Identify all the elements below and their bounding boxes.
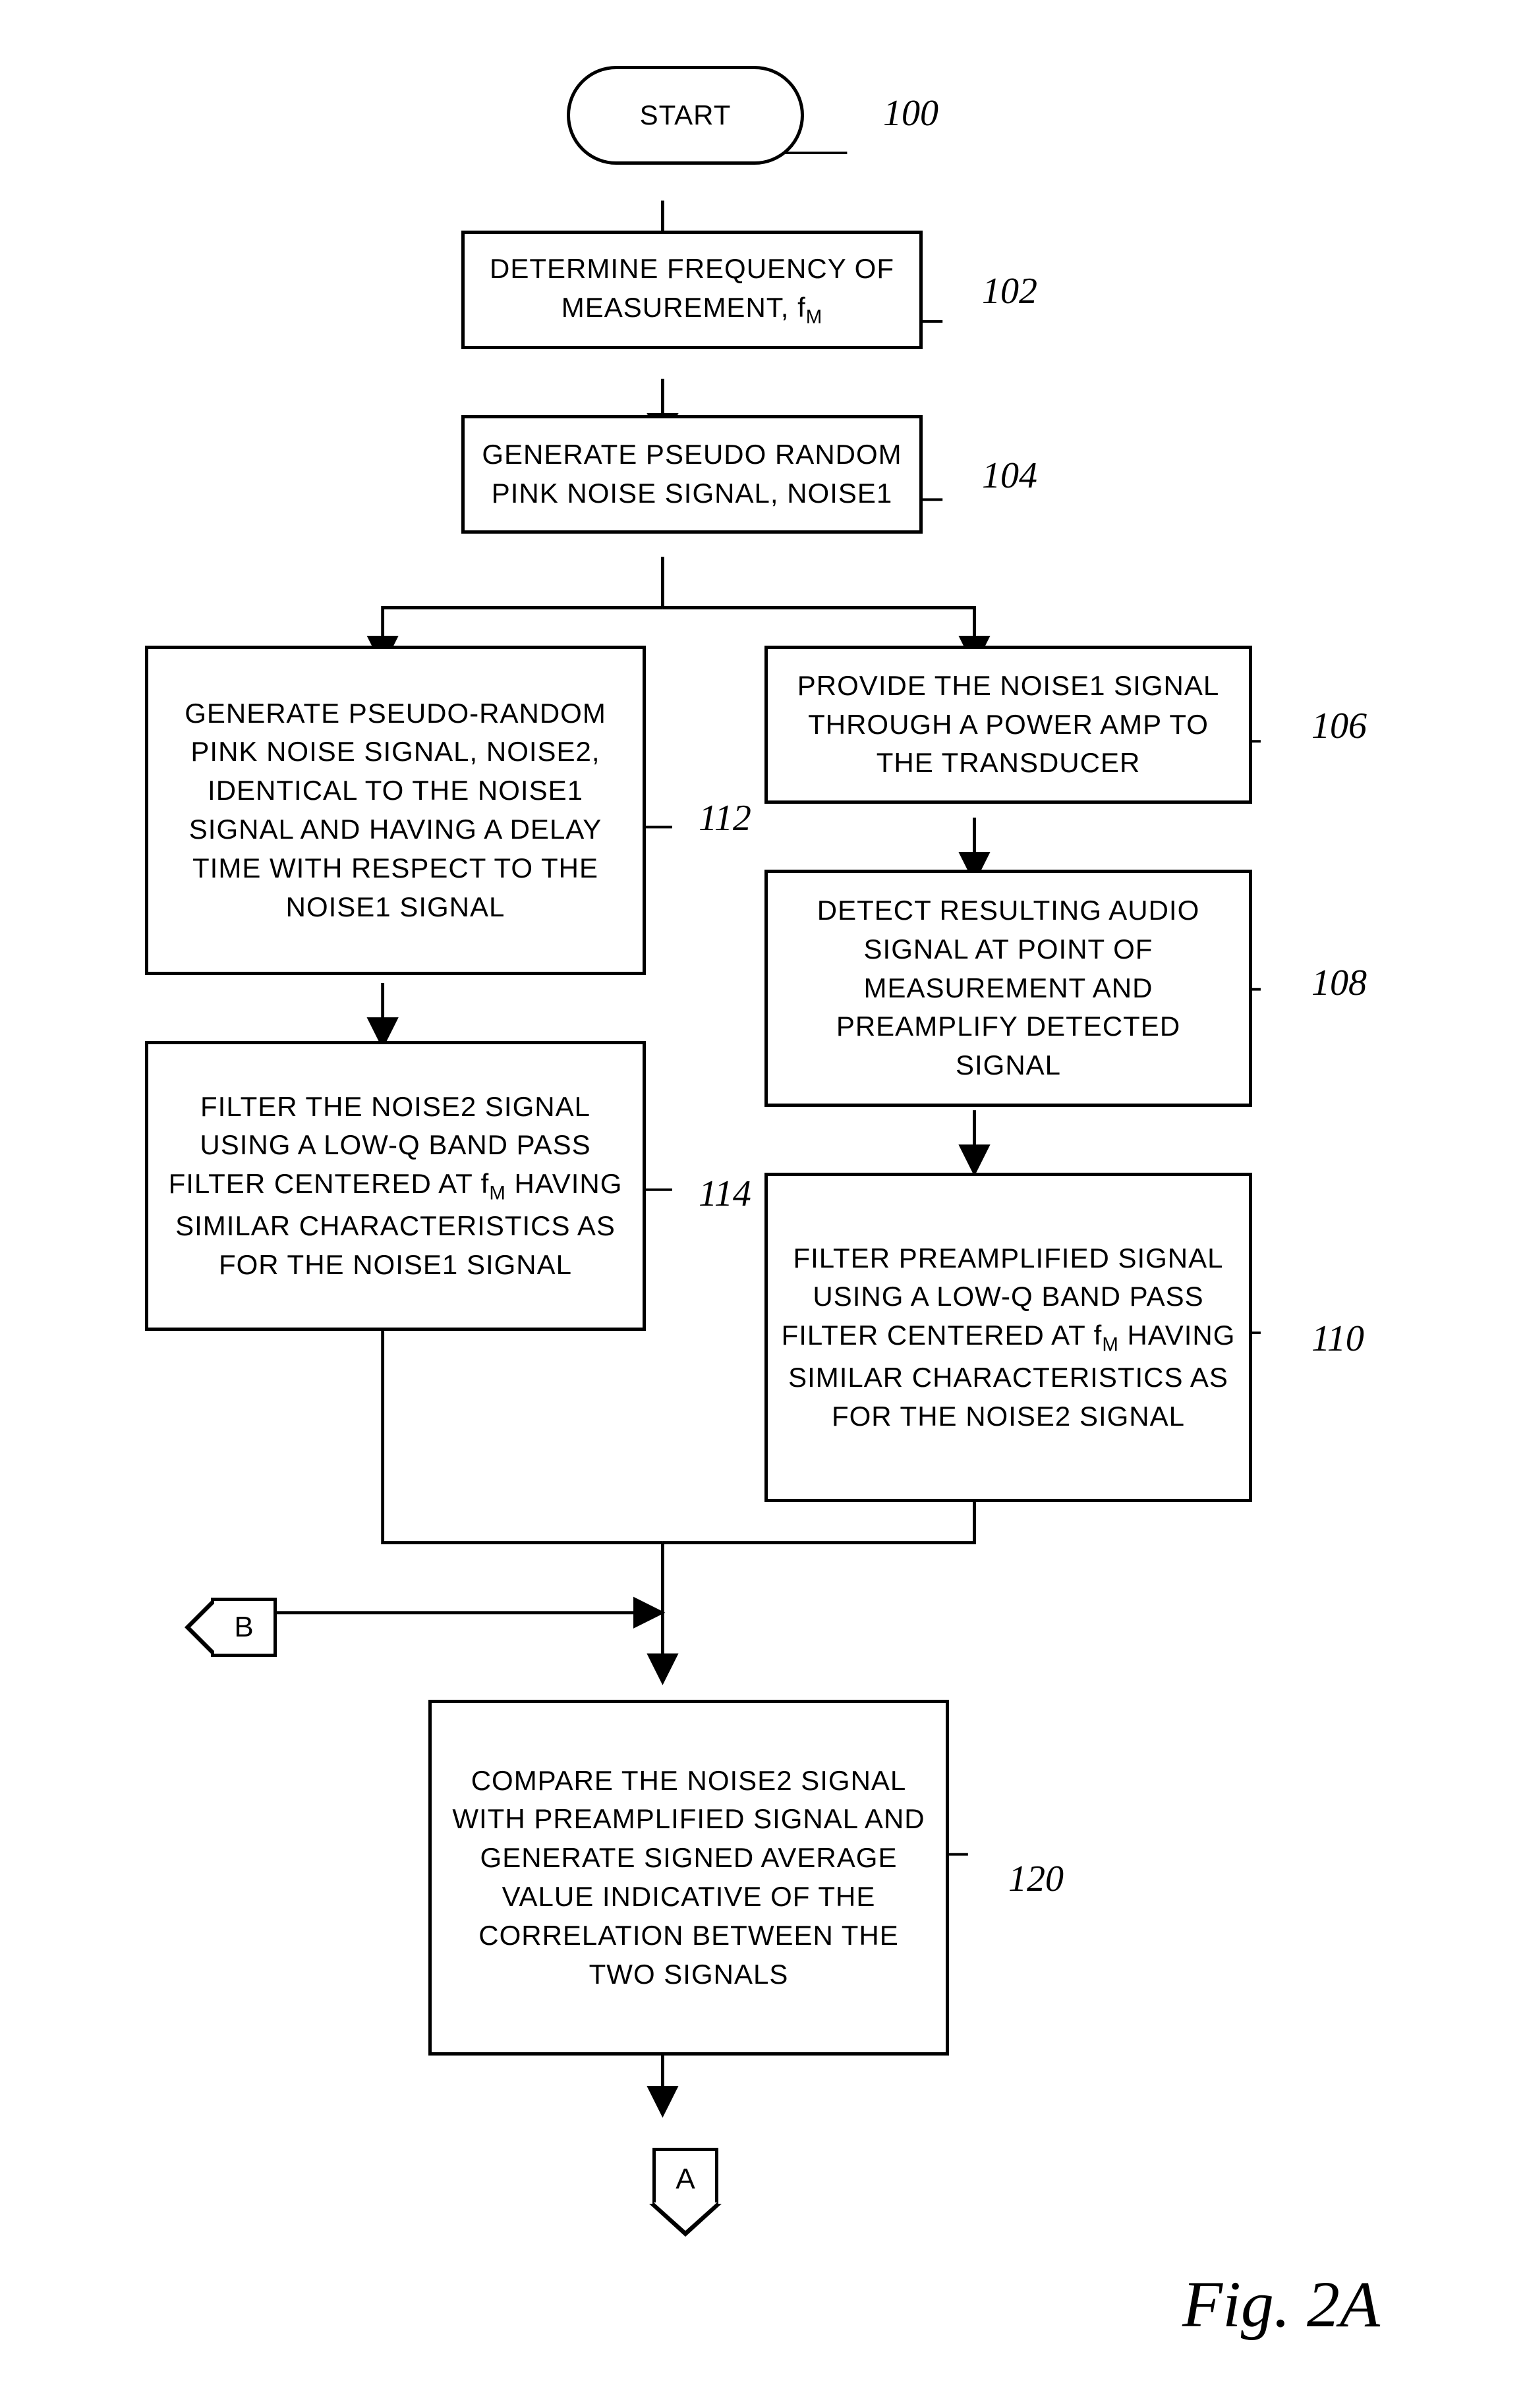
connector-a-text: A [676,2163,695,2196]
node-102: DETERMINE FREQUENCY OF MEASUREMENT, fM [461,231,923,349]
node-108: DETECT RESULTING AUDIO SIGNAL AT POINT O… [764,870,1252,1107]
node-104-text: GENERATE PSEUDO RANDOM PINK NOISE SIGNAL… [478,435,906,513]
node-120: COMPARE THE NOISE2 SIGNAL WITH PREAMPLIF… [428,1700,949,2056]
node-112: GENERATE PSEUDO-RANDOM PINK NOISE SIGNAL… [145,646,646,975]
node-102-text: DETERMINE FREQUENCY OF MEASUREMENT, fM [478,250,906,330]
node-108-text: DETECT RESULTING AUDIO SIGNAL AT POINT O… [781,891,1236,1085]
label-106: 106 [1311,705,1367,747]
node-120-text: COMPARE THE NOISE2 SIGNAL WITH PREAMPLIF… [445,1762,933,1994]
label-104: 104 [982,455,1037,497]
label-112: 112 [699,797,751,839]
node-114: FILTER THE NOISE2 SIGNAL USING A LOW-Q B… [145,1041,646,1331]
figure-label: Fig. 2A [1182,2266,1380,2342]
label-120: 120 [1008,1858,1064,1900]
connector-b: B [211,1598,277,1657]
label-114: 114 [699,1173,751,1215]
label-102: 102 [982,270,1037,312]
connector-b-text: B [234,1611,253,1644]
connector-a: A [652,2148,718,2207]
node-114-text: FILTER THE NOISE2 SIGNAL USING A LOW-Q B… [161,1088,629,1285]
label-108: 108 [1311,962,1367,1004]
node-112-text: GENERATE PSEUDO-RANDOM PINK NOISE SIGNAL… [161,694,629,927]
node-104: GENERATE PSEUDO RANDOM PINK NOISE SIGNAL… [461,415,923,534]
node-106: PROVIDE THE NOISE1 SIGNAL THROUGH A POWE… [764,646,1252,804]
node-110-text: FILTER PREAMPLIFIED SIGNAL USING A LOW-Q… [781,1239,1236,1436]
label-110: 110 [1311,1318,1364,1360]
label-100: 100 [883,92,938,134]
flowchart-container: START DETERMINE FREQUENCY OF MEASUREMENT… [26,26,1499,2382]
node-106-text: PROVIDE THE NOISE1 SIGNAL THROUGH A POWE… [781,667,1236,783]
node-110: FILTER PREAMPLIFIED SIGNAL USING A LOW-Q… [764,1173,1252,1502]
start-node: START [567,66,804,165]
start-text: START [640,96,732,135]
